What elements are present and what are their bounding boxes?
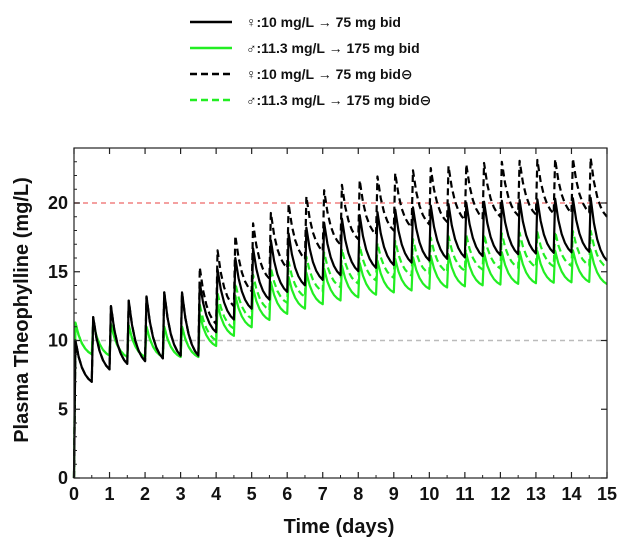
x-tick-label-8: 8 [353, 484, 363, 504]
legend-label-2: ♂:11.3 mg/L → 175 mg bid [246, 40, 420, 56]
series-line-3 [72, 156, 608, 479]
plot-area [72, 156, 608, 479]
x-tick-label-11: 11 [455, 484, 474, 504]
x-axis-title: Time (days) [284, 516, 395, 538]
legend-label-3: ♀:10 mg/L → 75 mg bid⊖ [246, 66, 413, 82]
y-tick-label-0: 0 [58, 468, 68, 488]
x-tick-label-15: 15 [597, 484, 617, 504]
x-tick-label-5: 5 [247, 484, 257, 504]
legend-label-1: ♀:10 mg/L → 75 mg bid [246, 14, 401, 30]
x-tick-label-4: 4 [211, 484, 221, 504]
x-tick-label-1: 1 [105, 484, 115, 504]
x-tick-label-6: 6 [282, 484, 292, 504]
y-tick-label-10: 10 [48, 331, 68, 351]
y-axis-title: Plasma Theophylline (mg/L) [11, 177, 33, 443]
y-tick-label-15: 15 [48, 262, 68, 282]
x-tick-label-2: 2 [140, 484, 150, 504]
legend: ♀:10 mg/L → 75 mg bid ♂:11.3 mg/L → 175 m… [190, 14, 431, 108]
x-tick-label-10: 10 [419, 484, 439, 504]
y-tick-label-5: 5 [58, 399, 68, 419]
x-tick-label-13: 13 [526, 484, 546, 504]
x-tick-label-0: 0 [69, 484, 79, 504]
legend-label-4: ♂:11.3 mg/L → 175 mg bid⊖ [246, 92, 431, 108]
plot-frame [73, 147, 608, 479]
y-tick-label-20: 20 [48, 193, 68, 213]
x-tick-label-3: 3 [176, 484, 186, 504]
x-tick-label-12: 12 [490, 484, 510, 504]
x-tick-label-14: 14 [561, 484, 581, 504]
x-tick-label-9: 9 [389, 484, 399, 504]
x-tick-label-7: 7 [318, 484, 328, 504]
